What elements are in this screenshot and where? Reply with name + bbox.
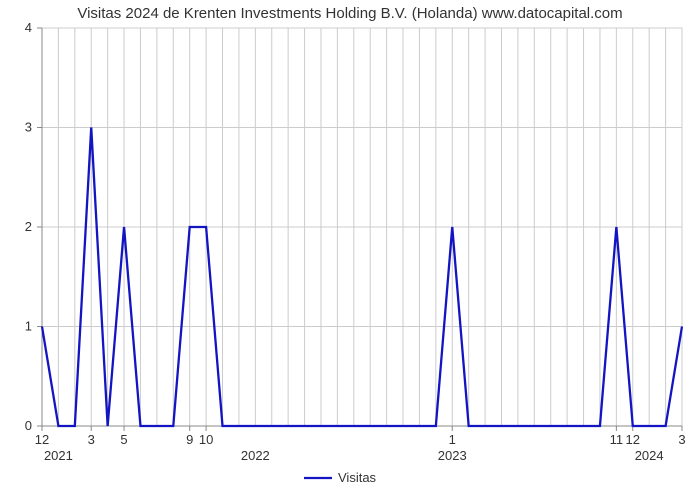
chart-title: Visitas 2024 de Krenten Investments Hold… (77, 5, 622, 22)
x-tick-label: 12 (626, 432, 640, 447)
y-tick-label: 2 (25, 219, 32, 234)
y-tick-label: 0 (25, 418, 32, 433)
x-year-label: 2024 (635, 448, 664, 463)
x-tick-label: 3 (678, 432, 685, 447)
x-year-label: 2023 (438, 448, 467, 463)
x-tick-label: 12 (35, 432, 49, 447)
y-tick-label: 4 (25, 20, 32, 35)
x-tick-label: 3 (88, 432, 95, 447)
x-tick-label: 9 (186, 432, 193, 447)
x-tick-label: 10 (199, 432, 213, 447)
y-tick-label: 1 (25, 319, 32, 334)
line-chart: Visitas 2024 de Krenten Investments Hold… (0, 0, 700, 500)
x-tick-label: 1 (449, 432, 456, 447)
x-tick-label: 5 (120, 432, 127, 447)
x-year-label: 2022 (241, 448, 270, 463)
chart-container: { "chart": { "type": "line", "title": "V… (0, 0, 700, 500)
x-year-label: 2021 (44, 448, 73, 463)
y-tick-label: 3 (25, 120, 32, 135)
legend-label: Visitas (338, 470, 377, 485)
x-tick-label: 11 (610, 432, 624, 447)
